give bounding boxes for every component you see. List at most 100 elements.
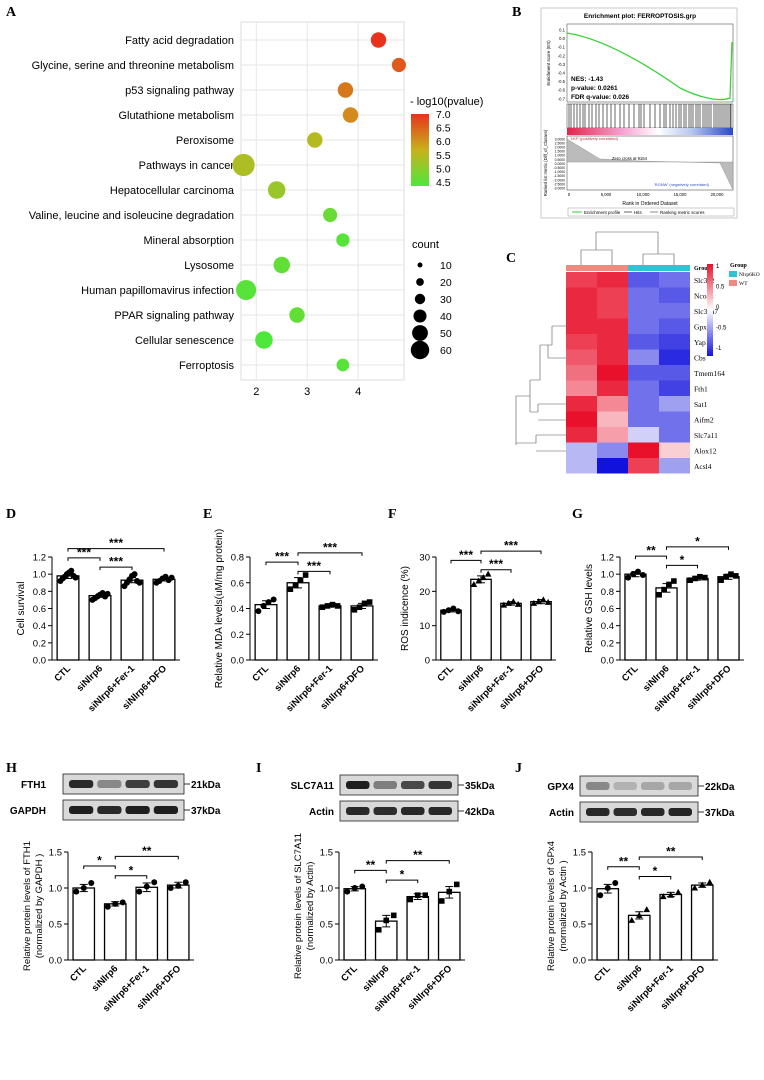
bar-data-point: [143, 883, 150, 890]
bar-y-label: Relative MDA levels(uM/mg protein): [214, 529, 225, 689]
bar-data-point: [356, 604, 363, 611]
heatmap-gene-label: Sat1: [694, 400, 708, 409]
panel-c-heatmap: Group Slc3a2 Ncoa4 Slc39a7 Gpx4 Yap1 Cbs Tmem16…: [515, 231, 760, 474]
bar-data-point: [698, 881, 706, 888]
bar-significance-label: ***: [504, 539, 518, 553]
bar-significance-label: **: [413, 848, 423, 862]
heatmap-gene-label: Yap1: [694, 338, 710, 347]
heatmap-gene-label: Ncoa4: [694, 291, 714, 300]
panel-i-barchart: 0.0 0.5 1.0 1.5 Relative protein levels of S…: [293, 833, 465, 1014]
blot-band: [586, 782, 610, 790]
bar-data-point: [297, 577, 304, 583]
heatmap-cell: [659, 396, 690, 412]
bar-data-point: [635, 911, 643, 918]
bar-rect: [56, 575, 80, 661]
bar-data-point: [470, 580, 478, 587]
heatmap-col-dendrogram: [580, 231, 675, 265]
bar-significance-label: ***: [109, 536, 123, 550]
heatmap-cell: [628, 365, 659, 381]
bar-data-point: [723, 573, 729, 580]
gsea-es-tick: -0.1: [558, 45, 566, 50]
blot-protein-label: Actin: [309, 807, 334, 818]
blot-size-label: 35kDa: [465, 781, 495, 792]
heatmap-cell: [659, 287, 690, 303]
bar-data-point: [265, 599, 272, 606]
panel-g-barchart: 0.0 0.2 0.4 0.6 0.8 1.0 1.2 Relative GSH levels…: [584, 534, 744, 714]
panel-a-size-tick: 30: [440, 294, 452, 306]
gsea-legend-profile: Enrichment profile: [584, 210, 621, 215]
panel-label-i: I: [256, 761, 261, 776]
gsea-metric-tick: 1.0000: [555, 154, 565, 158]
panel-a-color-tick: 6.5: [436, 123, 451, 135]
heatmap-scale-tick: -1: [716, 346, 722, 352]
bar-y-tick: 1.0: [320, 884, 333, 895]
bar-data-point: [500, 601, 508, 608]
bar-rect: [470, 578, 492, 661]
bar-data-point: [445, 607, 452, 614]
bar-data-point: [104, 590, 111, 597]
gsea-es-tick: -0.2: [558, 53, 566, 58]
blot-band: [125, 780, 150, 788]
gsea-title: Enrichment plot: FERROPTOSIS.grp: [584, 13, 696, 20]
bar-significance-bracket: [635, 555, 667, 560]
bar-significance-label: *: [653, 864, 658, 878]
panel-a-category-label: Cellular senescence: [135, 335, 234, 347]
heatmap-cell: [659, 380, 690, 396]
heatmap-cell: [597, 458, 628, 474]
gsea-es-tick: -0.3: [558, 62, 566, 67]
bar-category-label: CTL: [52, 663, 73, 684]
heatmap-cell: [659, 334, 690, 350]
gsea-metric-tick: -3.0000: [554, 187, 566, 191]
heatmap-gene-label: Slc7a11: [694, 431, 718, 440]
heatmap-cell: [659, 411, 690, 427]
panel-a-category-label: Valine, leucine and isoleucine degradati…: [29, 210, 234, 222]
bar-rect: [406, 895, 430, 961]
bar-y-tick: 0: [425, 656, 430, 667]
blot-band: [428, 807, 452, 815]
bar-rect: [690, 884, 714, 961]
bar-data-point: [359, 883, 366, 890]
gsea-x-tick: 5,000: [601, 192, 612, 197]
heatmap-legend-item: WT: [739, 281, 748, 287]
bar-significance-label: ***: [459, 548, 473, 562]
bar-rect: [318, 605, 342, 661]
bar-significance-label: **: [366, 858, 376, 872]
bar-rect: [135, 886, 159, 961]
blot-band: [373, 781, 397, 789]
bar-data-point: [639, 572, 646, 579]
gsea-legend-metric: Ranking metric scores: [660, 210, 705, 215]
bar-rect: [343, 888, 367, 961]
panel-h-western-blot: FTH1 21kDa GAPDH 37kDa: [10, 773, 221, 821]
bar-data-point: [484, 570, 492, 577]
bar-data-point: [73, 888, 80, 895]
blot-size-label: 22kDa: [705, 782, 735, 793]
bar-y-tick: 1.5: [49, 848, 62, 859]
gsea-metric-tick: 0.5000: [555, 158, 565, 162]
panel-a-dot: [370, 32, 387, 48]
heatmap-cell: [597, 303, 628, 319]
gsea-pos-label: '1KF' (positively correlated): [570, 136, 619, 141]
bar-data-point: [136, 579, 143, 586]
bar-data-point: [351, 606, 358, 613]
bar-significance-label: ***: [323, 540, 337, 554]
gsea-x-tick: 20,000: [711, 192, 724, 197]
bar-data-point: [344, 888, 351, 895]
panel-a-size-tick: 50: [440, 328, 452, 340]
blot-band: [613, 808, 637, 816]
heatmap-cell: [628, 287, 659, 303]
bar-y-tick: 0.5: [573, 920, 586, 931]
bar-data-point: [455, 608, 462, 615]
bar-rect: [103, 903, 127, 961]
bar-data-point: [625, 574, 632, 581]
bar-y-tick: 0.4: [33, 621, 46, 632]
bar-significance-label: **: [646, 544, 656, 558]
bar-data-point: [68, 567, 75, 574]
bar-data-point: [440, 608, 447, 615]
gsea-xlabel: Rank in Ordered Dataset: [622, 201, 678, 207]
bar-significance-label: **: [666, 845, 676, 859]
bar-category-label: siNlrp6: [614, 963, 645, 994]
bar-data-point: [480, 574, 487, 581]
heatmap-cell: [566, 427, 597, 443]
gsea-es-tick: -0.6: [558, 88, 566, 93]
panel-a-color-tick: 4.5: [436, 177, 451, 189]
